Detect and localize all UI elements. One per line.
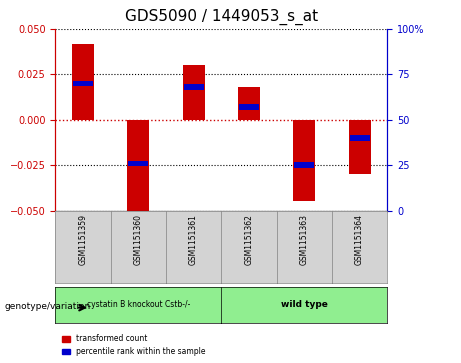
Text: genotype/variation: genotype/variation [5,302,91,311]
Bar [183,85,204,90]
Text: GSM1151359: GSM1151359 [78,214,88,265]
Text: GSM1151364: GSM1151364 [355,214,364,265]
Title: GDS5090 / 1449053_s_at: GDS5090 / 1449053_s_at [125,9,318,25]
Bar [239,105,259,110]
Bar [293,120,315,201]
Bar [128,160,148,166]
Bar [127,120,149,211]
Bar [349,120,371,174]
Text: GSM1151361: GSM1151361 [189,214,198,265]
Text: GSM1151363: GSM1151363 [300,214,309,265]
Text: GSM1151360: GSM1151360 [134,214,143,265]
Bar [183,65,205,120]
Bar [72,44,94,120]
Bar [294,163,314,168]
Legend: transformed count, percentile rank within the sample: transformed count, percentile rank withi… [59,331,208,359]
Bar [73,81,93,86]
Text: cystatin B knockout Cstb-/-: cystatin B knockout Cstb-/- [87,301,190,309]
Bar [349,135,370,141]
Bar [238,87,260,120]
Text: GSM1151362: GSM1151362 [244,214,254,265]
Text: wild type: wild type [281,301,328,309]
